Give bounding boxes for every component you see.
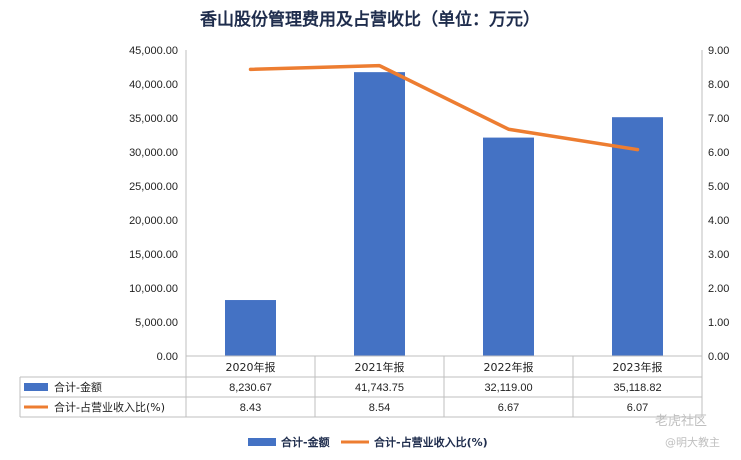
y-left-tick-label: 45,000.00: [129, 45, 178, 57]
y-right-tick-label: 5.00: [708, 181, 729, 193]
y-right-tick-label: 6.00: [708, 147, 729, 159]
watermark-text: 老虎社区: [655, 413, 707, 429]
table-row-label: 合计-金额: [54, 380, 102, 394]
legend-label: 合计-金额: [281, 435, 330, 449]
legend: 合计-金额 合计-占营业收入比(%): [248, 435, 488, 449]
table-cell: 32,119.00: [484, 382, 532, 394]
table-cell: 6.67: [498, 402, 519, 414]
plot-area: 0.00 5,000.00 10,000.00 15,000.00 20,000.00 2…: [129, 45, 729, 363]
y-right-tick-label: 1.00: [708, 317, 729, 329]
y-right-tick-label: 2.00: [708, 283, 729, 295]
table-cell: 8,230.67: [229, 382, 272, 394]
bar: [483, 137, 534, 356]
y-left-tick-label: 30,000.00: [129, 147, 178, 159]
line-series: [248, 63, 640, 152]
table-key-bar: [24, 383, 48, 391]
y-right-tick-label: 0.00: [708, 351, 729, 363]
y-left-tick-label: 15,000.00: [129, 249, 178, 261]
watermark: 老虎社区 @明大教主: [655, 413, 720, 449]
y-left-tick-label: 0.00: [157, 351, 178, 363]
y-left-tick-label: 10,000.00: [129, 283, 178, 295]
x-tick-label: 2023年报: [613, 360, 663, 374]
y-right-tick-label: 8.00: [708, 79, 729, 91]
y-right-tick-label: 9.00: [708, 45, 729, 57]
bar: [225, 300, 276, 356]
legend-key-bar: [248, 438, 276, 446]
y-left-tick-label: 5,000.00: [135, 317, 178, 329]
y-left-tick-label: 20,000.00: [129, 215, 178, 227]
table-cell: 6.07: [627, 402, 648, 414]
y-left-tick-label: 40,000.00: [129, 79, 178, 91]
bar: [354, 72, 405, 356]
table-row-label: 合计-占营业收入比(%): [54, 400, 165, 414]
table-cell: 8.54: [369, 402, 390, 414]
table-cell: 41,743.75: [355, 382, 404, 394]
y-left-tick-label: 25,000.00: [129, 181, 178, 193]
chart-title: 香山股份管理费用及占营收比（单位：万元）: [200, 9, 540, 30]
bar: [612, 117, 663, 357]
x-tick-label: 2022年报: [484, 360, 534, 374]
x-tick-label: 2021年报: [355, 360, 405, 374]
y-right-tick-label: 3.00: [708, 249, 729, 261]
legend-label: 合计-占营业收入比(%): [374, 435, 488, 449]
y-left-tick-label: 35,000.00: [129, 113, 178, 125]
x-tick-label: 2020年报: [226, 360, 276, 374]
watermark-author: @明大教主: [665, 435, 720, 449]
y-right-tick-label: 7.00: [708, 113, 729, 125]
table-cell: 8.43: [240, 402, 261, 414]
y-right-tick-label: 4.00: [708, 215, 729, 227]
table-cell: 35,118.82: [613, 382, 661, 394]
